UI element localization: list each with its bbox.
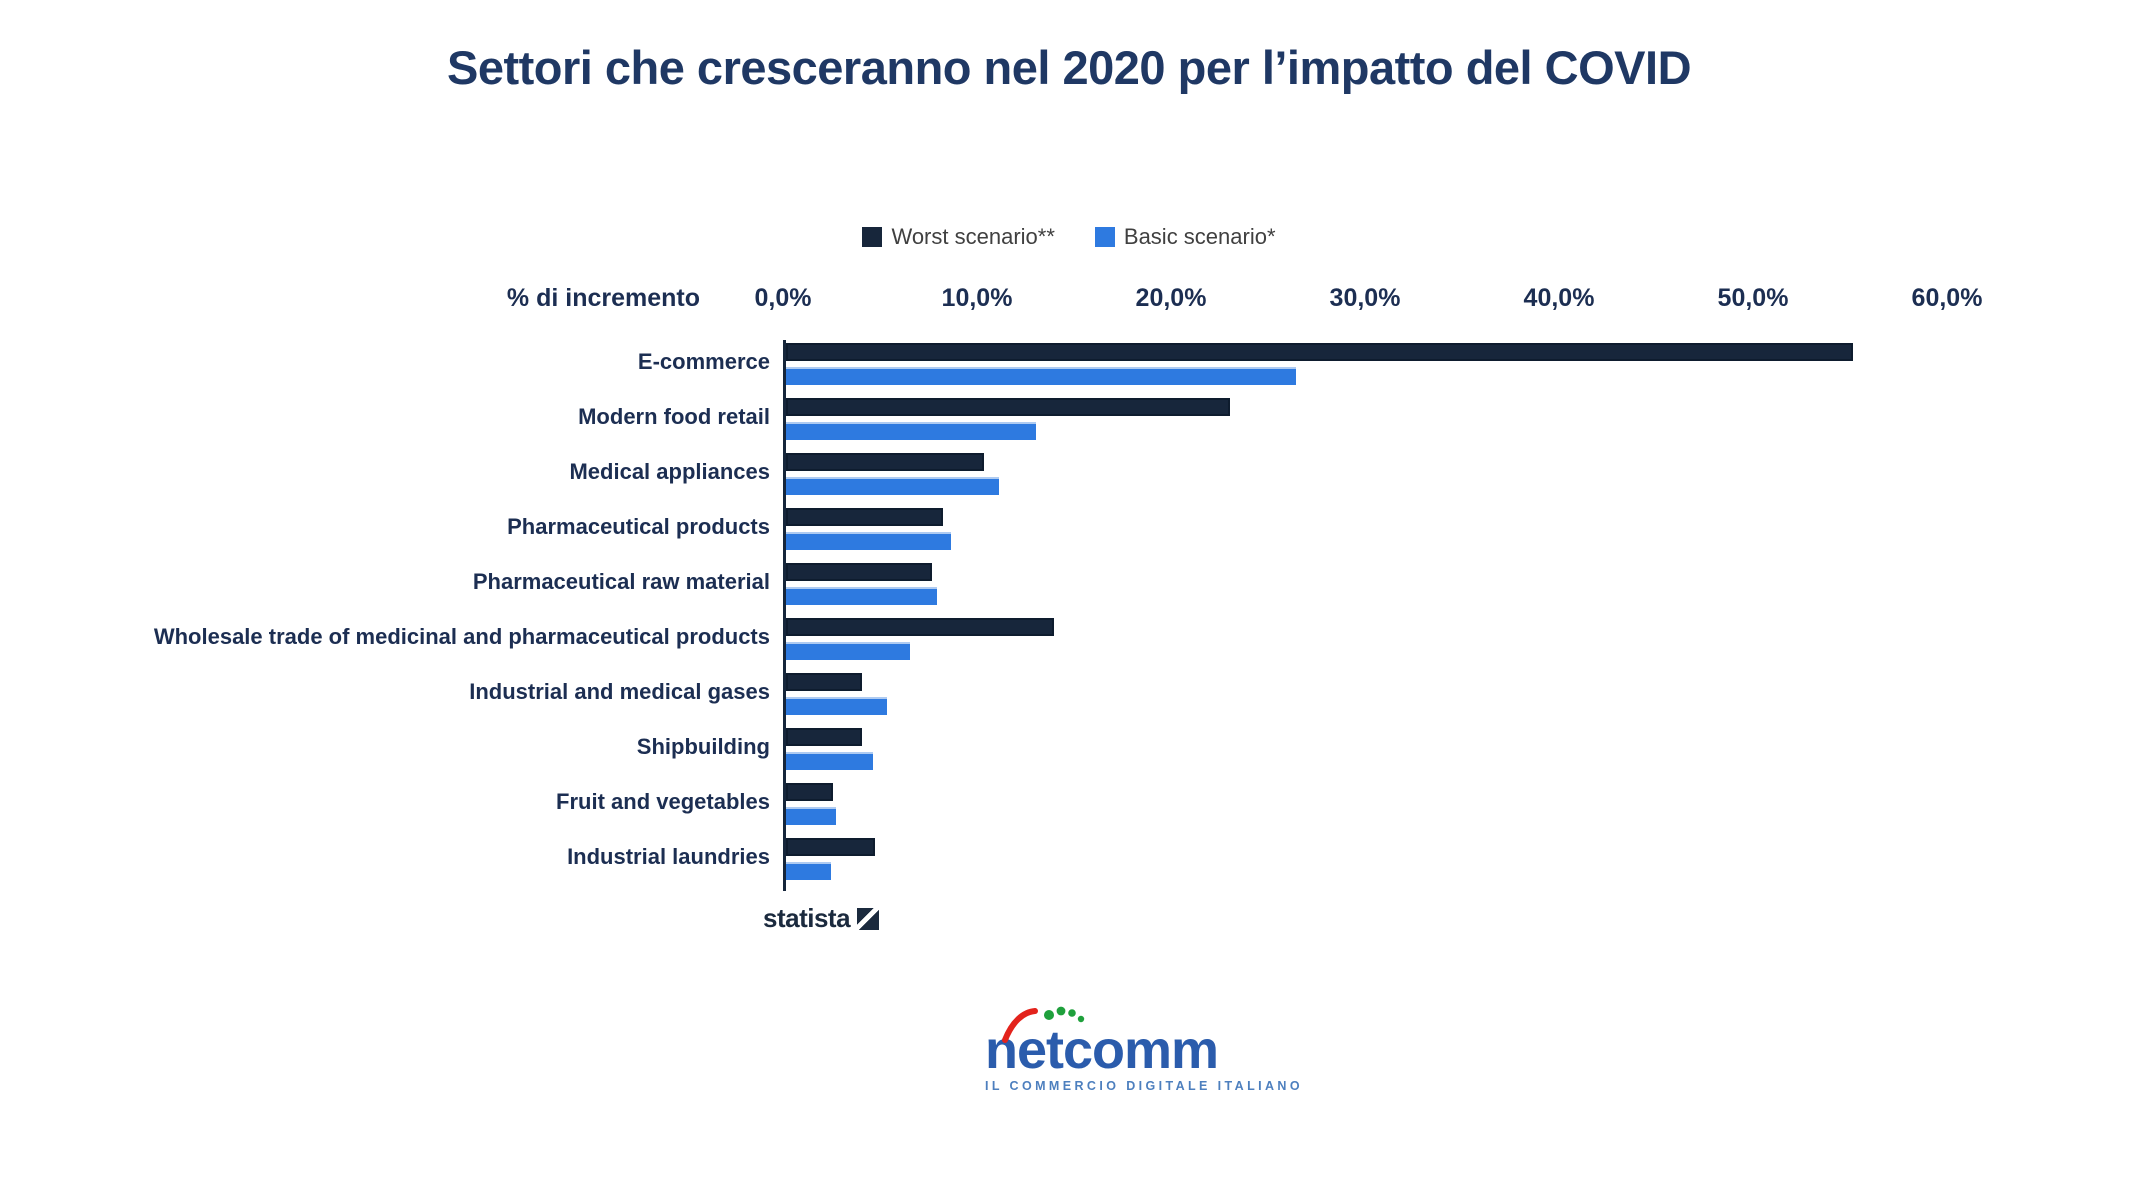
category-label: Wholesale trade of medicinal and pharmac… [153, 624, 770, 649]
category-label: Pharmaceutical raw material [472, 569, 770, 594]
category-label: Pharmaceutical products [507, 514, 770, 539]
bar-basic-0 [786, 367, 1297, 385]
x-tick: 0,0% [754, 284, 812, 312]
category-label: Medical appliances [569, 459, 770, 484]
legend-swatch-worst-icon [862, 227, 883, 247]
bar-basic-4 [786, 587, 938, 605]
x-tick: 40,0% [1523, 284, 1595, 312]
bar-worst-4 [786, 563, 932, 581]
category-label: Fruit and vegetables [556, 789, 770, 814]
bar-basic-3 [786, 532, 951, 550]
legend-label-worst: Worst scenario** [891, 224, 1055, 249]
x-tick: 50,0% [1717, 284, 1789, 312]
bar-worst-0 [786, 343, 1853, 361]
category-label: E-commerce [637, 349, 770, 374]
legend-label-basic: Basic scenario* [1123, 224, 1276, 249]
bar-basic-6 [786, 697, 887, 715]
statista-logo: statista [763, 903, 880, 934]
x-tick: 60,0% [1911, 284, 1983, 312]
statista-square-icon [857, 907, 880, 930]
category-labels: E-commerce Modern food retail Medical appl… [40, 340, 770, 891]
legend-swatch-basic-icon [1094, 227, 1115, 247]
category-label: Industrial and medical gases [469, 679, 770, 704]
bar-worst-1 [786, 398, 1231, 416]
statista-wordmark: statista [763, 903, 851, 933]
bar-worst-5 [786, 618, 1054, 636]
netcomm-wordmark: netcomm [985, 1020, 1219, 1080]
legend-item-worst: Worst scenario** [862, 224, 1055, 250]
x-axis-title: % di incremento [506, 284, 700, 312]
page-title: Settori che cresceranno nel 2020 per l’i… [446, 41, 1692, 94]
bar-worst-7 [786, 728, 862, 746]
plot-area [783, 340, 1950, 891]
bar-worst-9 [786, 838, 876, 856]
bar-basic-7 [786, 752, 874, 770]
category-label: Modern food retail [578, 404, 770, 429]
x-axis-ticks: 0,0% 10,0% 20,0% 30,0% 40,0% 50,0% 60,0% [755, 282, 1983, 314]
legend-item-basic: Basic scenario* [1094, 224, 1276, 250]
bar-worst-6 [786, 673, 862, 691]
category-label: Industrial laundries [567, 844, 770, 869]
bar-basic-9 [786, 862, 831, 880]
bar-basic-1 [786, 422, 1037, 440]
bar-worst-3 [786, 508, 944, 526]
bar-basic-5 [786, 642, 911, 660]
x-tick: 30,0% [1329, 284, 1401, 312]
netcomm-tagline: IL COMMERCIO DIGITALE ITALIANO [985, 1079, 1303, 1093]
x-tick: 10,0% [941, 284, 1013, 312]
category-label: Shipbuilding [636, 734, 770, 759]
bar-basic-2 [786, 477, 1000, 495]
legend: Worst scenario** Basic scenario* [0, 224, 2138, 250]
x-tick: 20,0% [1135, 284, 1207, 312]
bar-basic-8 [786, 807, 837, 825]
netcomm-logo: netcomm IL COMMERCIO DIGITALE ITALIANO [985, 1006, 1303, 1093]
bar-worst-2 [786, 453, 984, 471]
bar-worst-8 [786, 783, 833, 801]
